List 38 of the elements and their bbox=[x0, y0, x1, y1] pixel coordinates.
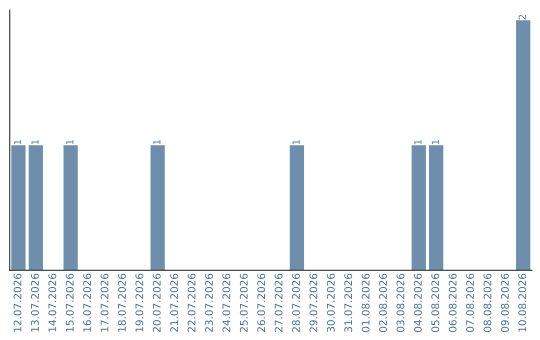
x-tick-label: 22.07.2026 bbox=[188, 274, 196, 332]
x-tick-label: 23.07.2026 bbox=[205, 274, 213, 332]
x-tick-label: 18.07.2026 bbox=[118, 274, 126, 332]
x-tick-label: 28.07.2026 bbox=[292, 274, 300, 332]
x-tick-label: 15.07.2026 bbox=[66, 274, 74, 332]
x-tick-label: 14.07.2026 bbox=[48, 274, 56, 332]
data-label: 2 bbox=[518, 14, 526, 20]
data-label: 1 bbox=[432, 140, 439, 144]
x-tick-label: 30.07.2026 bbox=[326, 274, 335, 332]
data-label: 1 bbox=[292, 140, 300, 144]
x-tick-label: 03.08.2026 bbox=[396, 274, 404, 332]
x-tick-label: 07.08.2026 bbox=[466, 274, 474, 332]
x-tick-label: 05.08.2026 bbox=[431, 274, 440, 332]
x-tick-label: 06.08.2026 bbox=[448, 274, 457, 332]
x-tick-label: 13.07.2026 bbox=[30, 274, 39, 332]
x-tick-label: 09.08.2026 bbox=[500, 274, 509, 332]
x-tick-label: 16.07.2026 bbox=[83, 274, 92, 332]
x-tick-label: 10.08.2026 bbox=[518, 274, 526, 332]
x-tick-label: 12.07.2026 bbox=[14, 274, 22, 332]
x-tick-label: 01.08.2026 bbox=[362, 274, 370, 332]
x-tick-label: 26.07.2026 bbox=[257, 274, 266, 332]
x-tick-label: 08.08.2026 bbox=[484, 274, 492, 332]
x-tick-label: 02.08.2026 bbox=[379, 274, 387, 332]
x-tick-label: 31.07.2026 bbox=[344, 274, 352, 332]
x-tick-label: 21.07.2026 bbox=[170, 274, 178, 332]
data-label: 1 bbox=[66, 140, 74, 144]
x-tick-label: 27.07.2026 bbox=[274, 274, 283, 332]
x-tick-label: 17.07.2026 bbox=[100, 274, 108, 332]
data-label: 1 bbox=[414, 140, 422, 144]
x-tick-label: 24.07.2026 bbox=[222, 274, 230, 332]
x-tick-label: 19.07.2026 bbox=[135, 274, 144, 332]
data-label: 1 bbox=[31, 140, 39, 144]
x-tick-label: 04.08.2026 bbox=[414, 274, 422, 332]
x-tick-label: 29.07.2026 bbox=[309, 274, 318, 332]
data-label: 1 bbox=[14, 140, 22, 144]
x-tick-label: 25.07.2026 bbox=[240, 274, 248, 332]
data-label: 1 bbox=[153, 140, 160, 144]
x-tick-label: 20.07.2026 bbox=[152, 274, 161, 332]
